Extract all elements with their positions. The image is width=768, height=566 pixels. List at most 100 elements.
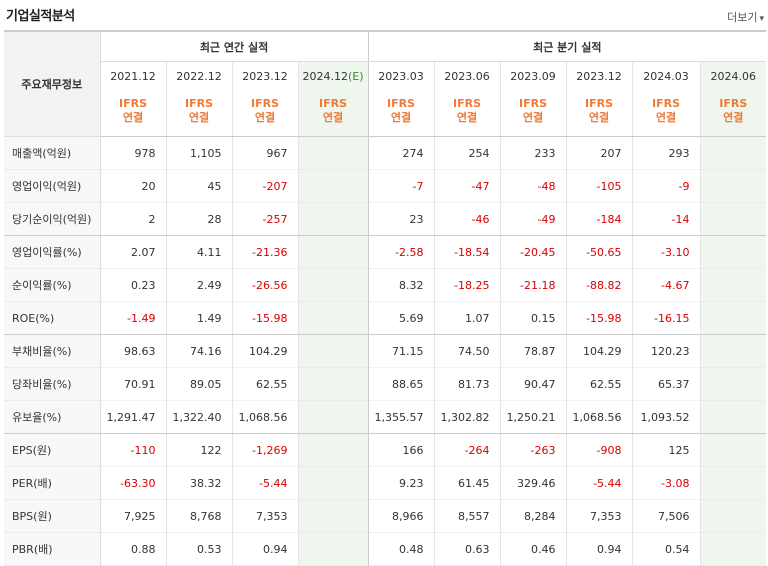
ifrs-badge: IFRS 연결: [499, 90, 567, 137]
table-cell: [297, 466, 369, 500]
chevron-down-icon[interactable]: ▾: [759, 14, 764, 24]
table-cell: [699, 235, 767, 269]
table-cell: 8,557: [433, 499, 501, 533]
ifrs-label: IFRS: [719, 97, 748, 110]
table-cell: [699, 301, 767, 335]
table-row: 부채비율(%) 98.63 74.16 104.29 71.15 74.50 78.87 10…: [4, 334, 767, 368]
table-cell: 20: [100, 169, 166, 203]
table-cell: [699, 532, 767, 566]
table-cell: -15.98: [565, 301, 633, 335]
table-cell: [297, 367, 369, 401]
table-cell: [699, 202, 767, 236]
table-cell: 122: [165, 433, 232, 467]
table-cell: -1,269: [231, 433, 298, 467]
table-cell: [699, 466, 767, 500]
period-label: 2021.12: [110, 69, 156, 83]
table-cell: 1,068.56: [231, 400, 298, 434]
period-label: 2023.06: [444, 69, 490, 83]
table-cell: 2.07: [100, 235, 166, 269]
period-header: 2023.12: [231, 61, 298, 90]
table-cell: -5.44: [231, 466, 298, 500]
table-cell: -3.08: [631, 466, 701, 500]
table-row: BPS(원) 7,925 8,768 7,353 8,966 8,557 8,284 7,35…: [4, 499, 767, 533]
period-header: 2022.12: [165, 61, 232, 90]
period-label: 2024.12: [302, 69, 348, 83]
financial-table: 주요재무정보 최근 연간 실적 최근 분기 실적 2021.12 2022.12 2…: [4, 30, 767, 566]
row-label: EPS(원): [4, 433, 101, 467]
table-cell: -2.58: [367, 235, 435, 269]
table-cell: 8,284: [499, 499, 567, 533]
ifrs-label: IFRS: [453, 97, 482, 110]
table-cell: 78.87: [499, 334, 567, 368]
table-cell: -3.10: [631, 235, 701, 269]
table-cell: 70.91: [100, 367, 166, 401]
table-cell: 90.47: [499, 367, 567, 401]
table-cell: -207: [231, 169, 298, 203]
estimate-mark: (E): [347, 69, 364, 83]
table-cell: 967: [231, 136, 298, 170]
table-cell: 0.63: [433, 532, 501, 566]
consolidated-label: 연결: [456, 111, 478, 124]
table-cell: 9.23: [367, 466, 435, 500]
ifrs-label: IFRS: [652, 97, 681, 110]
period-header: 2024.12(E): [297, 61, 369, 90]
table-row: 영업이익(억원) 20 45 -207 -7 -47 -48 -105 -9: [4, 169, 767, 203]
period-header: 2023.03: [367, 61, 435, 90]
table-cell: 0.53: [165, 532, 232, 566]
period-label: 2023.12: [576, 69, 622, 83]
ifrs-label: IFRS: [319, 97, 347, 110]
period-label: 2024.03: [643, 69, 689, 83]
table-cell: [297, 301, 369, 335]
table-cell: 62.55: [231, 367, 298, 401]
period-header: 2023.12: [565, 61, 633, 90]
table-cell: -9: [631, 169, 701, 203]
table-row: 당기순이익(억원) 2 28 -257 23 -46 -49 -184 -14: [4, 202, 767, 236]
ifrs-label: IFRS: [519, 97, 548, 110]
period-label: 2023.09: [510, 69, 556, 83]
row-label: 당좌비율(%): [4, 367, 101, 401]
more-label[interactable]: 더보기: [727, 11, 758, 24]
table-cell: -184: [565, 202, 633, 236]
table-cell: -908: [565, 433, 633, 467]
table-cell: 74.16: [165, 334, 232, 368]
table-cell: 0.94: [565, 532, 633, 566]
ifrs-badge: IFRS 연결: [367, 90, 435, 137]
table-cell: [297, 400, 369, 434]
period-label: 2023.03: [378, 69, 424, 83]
table-row: ROE(%) -1.49 1.49 -15.98 5.69 1.07 0.15 -15.98-…: [4, 301, 767, 335]
table-cell: 233: [499, 136, 567, 170]
table-cell: -257: [231, 202, 298, 236]
more-link[interactable]: 더보기 ▾: [727, 9, 764, 25]
table-cell: -47: [433, 169, 501, 203]
table-row: EPS(원) -110 122 -1,269 166 -264 -263 -908 125: [4, 433, 767, 467]
table-cell: 329.46: [499, 466, 567, 500]
table-row: PER(배) -63.30 38.32 -5.44 9.23 61.45 329.46 -5.…: [4, 466, 767, 500]
table-cell: 1,302.82: [433, 400, 501, 434]
table-cell: 1,355.57: [367, 400, 435, 434]
table-cell: 7,353: [565, 499, 633, 533]
table-cell: 0.23: [100, 268, 166, 302]
ifrs-badge: IFRS 연결: [699, 90, 767, 137]
table-cell: 5.69: [367, 301, 435, 335]
row-label: 매출액(억원): [4, 136, 101, 170]
table-cell: 2: [100, 202, 166, 236]
table-cell: -1.49: [100, 301, 166, 335]
ifrs-badge: IFRS 연결: [433, 90, 501, 137]
table-cell: -63.30: [100, 466, 166, 500]
table-cell: 166: [367, 433, 435, 467]
consolidated-label: 연결: [254, 111, 276, 124]
table-cell: 1,068.56: [565, 400, 633, 434]
table-row: 순이익률(%) 0.23 2.49 -26.56 8.32 -18.25 -21.18 -88…: [4, 268, 767, 302]
table-cell: 0.88: [100, 532, 166, 566]
table-cell: 125: [631, 433, 701, 467]
table-cell: -15.98: [231, 301, 298, 335]
table-cell: -50.65: [565, 235, 633, 269]
table-cell: -21.36: [231, 235, 298, 269]
table-cell: [699, 499, 767, 533]
ifrs-badge: IFRS 연결: [631, 90, 701, 137]
period-label: 2023.12: [242, 69, 288, 83]
table-cell: [699, 334, 767, 368]
consolidated-label: 연결: [122, 111, 144, 124]
table-cell: [699, 136, 767, 170]
table-cell: [699, 433, 767, 467]
